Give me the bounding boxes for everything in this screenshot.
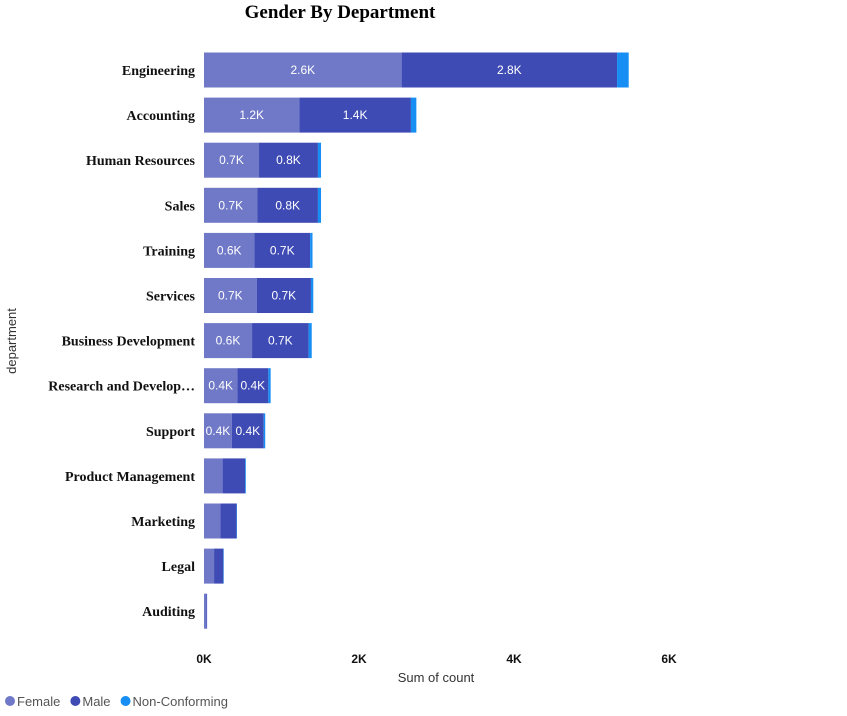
legend-swatch-non-conforming[interactable] bbox=[120, 696, 131, 706]
bar-female-support[interactable] bbox=[204, 413, 232, 449]
bar-non-conforming-accounting[interactable] bbox=[410, 97, 417, 133]
bar-female-auditing[interactable] bbox=[204, 593, 207, 629]
data-label-female-services: 0.7K bbox=[218, 289, 243, 303]
data-label-male-human-resources: 0.8K bbox=[276, 153, 301, 167]
data-label-male-training: 0.7K bbox=[270, 243, 295, 257]
data-label-female-human-resources: 0.7K bbox=[219, 153, 244, 167]
data-label-female-sales: 0.7K bbox=[218, 198, 243, 212]
bar-female-accounting[interactable] bbox=[204, 97, 300, 133]
x-tick-2K: 2K bbox=[351, 652, 367, 666]
bar-male-legal[interactable] bbox=[214, 548, 224, 584]
bar-male-research-and-develop[interactable] bbox=[237, 368, 269, 404]
data-label-female-business-development: 0.6K bbox=[216, 334, 241, 348]
data-label-male-accounting: 1.4K bbox=[343, 108, 368, 122]
y-axis-label: department bbox=[4, 308, 19, 374]
category-label-research-and-develop: Research and Develop… bbox=[48, 380, 195, 395]
bars-group: 2.6K 2.8K 1.2K 1.4K 0.7K 0.8K 0.7K 0.8K 0.6K 0.7K… bbox=[204, 52, 629, 629]
x-tick-4K: 4K bbox=[506, 652, 522, 666]
bar-female-engineering[interactable] bbox=[204, 52, 402, 88]
data-label-male-support: 0.4K bbox=[235, 424, 260, 438]
category-label-services: Services bbox=[146, 290, 196, 305]
bar-female-human-resources[interactable] bbox=[204, 142, 260, 178]
bar-female-legal[interactable] bbox=[204, 548, 215, 584]
legend-item-male[interactable]: Male bbox=[82, 694, 110, 709]
bar-male-accounting[interactable] bbox=[299, 97, 411, 133]
category-label-accounting: Accounting bbox=[127, 109, 195, 124]
bar-non-conforming-research-and-develop[interactable] bbox=[268, 368, 271, 404]
bar-female-sales[interactable] bbox=[204, 187, 258, 223]
bar-female-product-management[interactable] bbox=[204, 458, 223, 494]
legend-item-female[interactable]: Female bbox=[17, 694, 60, 709]
category-label-business-development: Business Development bbox=[62, 335, 196, 350]
bar-male-sales[interactable] bbox=[257, 187, 318, 223]
x-tick-0K: 0K bbox=[196, 652, 212, 666]
bar-male-business-development[interactable] bbox=[252, 323, 309, 359]
bar-male-support[interactable] bbox=[231, 413, 264, 449]
x-tick-labels: 0K 2K 4K 6K bbox=[196, 652, 677, 666]
bar-non-conforming-support[interactable] bbox=[263, 413, 266, 449]
category-label-legal: Legal bbox=[162, 560, 196, 575]
bar-female-business-development[interactable] bbox=[204, 323, 253, 359]
x-axis-label: Sum of count bbox=[398, 670, 475, 685]
bar-non-conforming-business-development[interactable] bbox=[308, 323, 312, 359]
category-label-training: Training bbox=[143, 244, 195, 259]
category-label-human-resources: Human Resources bbox=[86, 154, 196, 169]
x-tick-6K: 6K bbox=[661, 652, 677, 666]
bar-male-services[interactable] bbox=[256, 278, 311, 313]
category-label-product-management: Product Management bbox=[65, 470, 195, 485]
bar-male-human-resources[interactable] bbox=[259, 142, 318, 178]
data-label-male-services: 0.7K bbox=[271, 289, 296, 303]
bar-male-product-management[interactable] bbox=[222, 458, 246, 494]
legend-item-non-conforming[interactable]: Non-Conforming bbox=[133, 694, 228, 709]
data-label-male-research-and-develop: 0.4K bbox=[240, 379, 265, 393]
legend-swatch-female[interactable] bbox=[5, 696, 15, 706]
category-label-engineering: Engineering bbox=[122, 64, 195, 79]
data-label-female-accounting: 1.2K bbox=[239, 108, 264, 122]
category-label-marketing: Marketing bbox=[131, 515, 195, 530]
bar-male-training[interactable] bbox=[254, 232, 311, 268]
data-label-female-research-and-develop: 0.4K bbox=[208, 379, 233, 393]
category-labels: Engineering Accounting Human Resources Sale… bbox=[48, 64, 195, 620]
legend: Female Male Non-Conforming bbox=[5, 694, 228, 709]
bar-female-research-and-develop[interactable] bbox=[204, 368, 238, 404]
data-label-female-support: 0.4K bbox=[206, 424, 231, 438]
data-label-female-training: 0.6K bbox=[217, 243, 242, 257]
bar-non-conforming-sales[interactable] bbox=[317, 187, 322, 223]
data-label-female-engineering: 2.6K bbox=[290, 63, 315, 77]
bar-non-conforming-training[interactable] bbox=[310, 232, 313, 268]
legend-swatch-male[interactable] bbox=[70, 696, 81, 706]
bar-male-engineering[interactable] bbox=[401, 52, 618, 88]
data-label-male-engineering: 2.8K bbox=[497, 63, 522, 77]
bar-female-marketing[interactable] bbox=[204, 503, 221, 539]
bar-non-conforming-human-resources[interactable] bbox=[317, 142, 322, 178]
bar-non-conforming-engineering[interactable] bbox=[617, 52, 629, 88]
bar-female-training[interactable] bbox=[204, 232, 255, 268]
data-label-male-business-development: 0.7K bbox=[268, 334, 293, 348]
bar-non-conforming-services[interactable] bbox=[310, 278, 314, 313]
category-label-sales: Sales bbox=[165, 199, 196, 214]
bar-female-services[interactable] bbox=[204, 278, 257, 313]
data-label-male-sales: 0.8K bbox=[275, 198, 300, 212]
chart-title: Gender By Department bbox=[245, 2, 436, 23]
bar-male-marketing[interactable] bbox=[220, 503, 237, 539]
bar-male-auditing[interactable] bbox=[206, 593, 208, 629]
bar-non-conforming-product-management[interactable] bbox=[245, 458, 246, 494]
category-label-support: Support bbox=[146, 425, 195, 440]
category-label-auditing: Auditing bbox=[142, 605, 195, 620]
